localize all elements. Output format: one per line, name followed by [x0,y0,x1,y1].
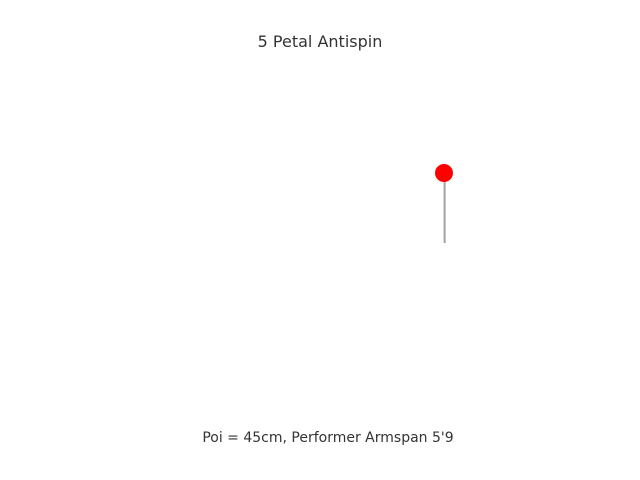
poi-head [435,164,453,182]
page-title: 5 Petal Antispin [257,32,383,51]
caption: Poi = 45cm, Performer Armspan 5'9 [202,430,454,446]
